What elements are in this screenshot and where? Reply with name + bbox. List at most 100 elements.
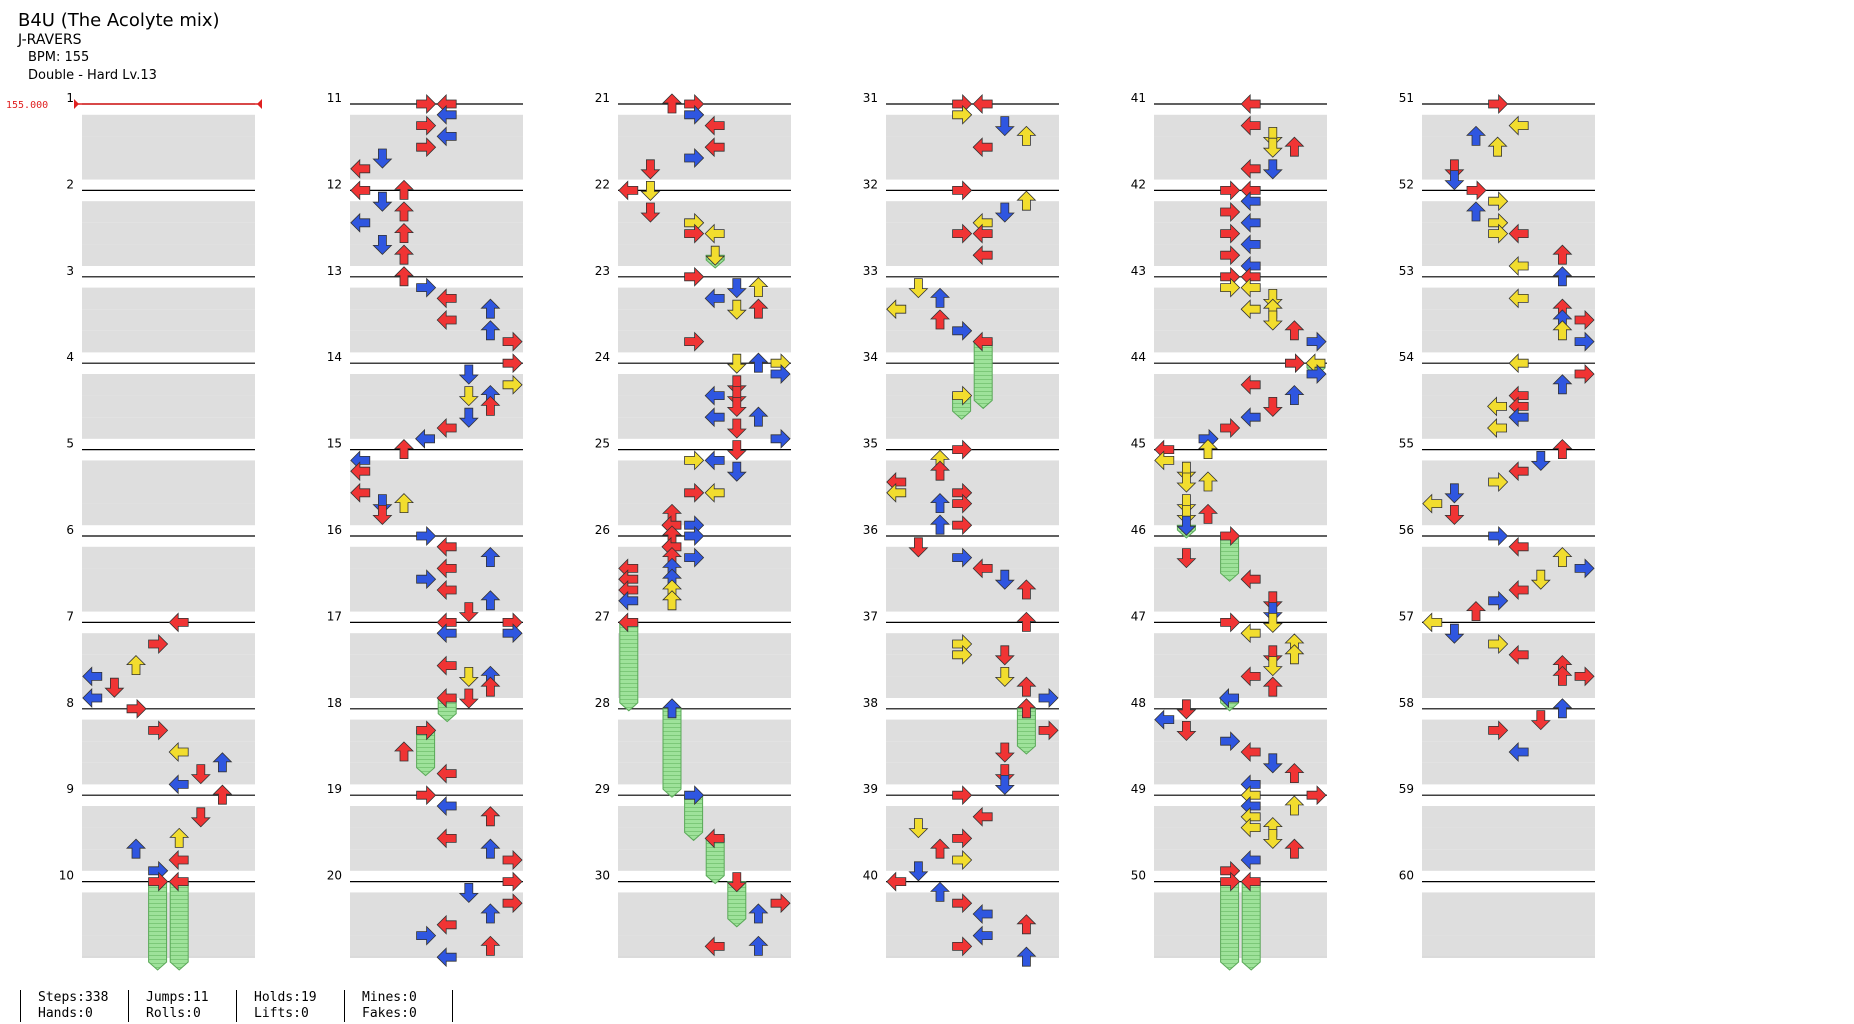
beat-band xyxy=(350,287,523,310)
right-arrow-icon xyxy=(416,569,437,590)
up-arrow-icon xyxy=(1016,611,1037,632)
down-arrow-icon xyxy=(1530,710,1551,731)
down-arrow-icon xyxy=(190,807,211,828)
up-arrow-icon xyxy=(394,223,414,244)
right-arrow-icon xyxy=(148,871,169,892)
left-arrow-icon xyxy=(1154,709,1175,730)
up-arrow-icon xyxy=(1016,698,1037,719)
down-arrow-icon xyxy=(726,872,747,893)
measure-label: 2 xyxy=(66,177,74,191)
down-arrow-icon xyxy=(726,375,747,396)
measure-label: 17 xyxy=(327,609,342,623)
beat-band xyxy=(1422,287,1595,310)
down-arrow-icon xyxy=(458,386,479,407)
beat-band xyxy=(1154,114,1327,137)
beat-band xyxy=(350,568,523,590)
hold-body xyxy=(973,341,993,410)
up-arrow-icon xyxy=(212,752,233,773)
right-arrow-icon xyxy=(126,698,147,719)
beat-band xyxy=(886,827,1059,850)
measure-label: 52 xyxy=(1399,177,1414,191)
left-arrow-icon xyxy=(168,742,189,762)
left-arrow-icon xyxy=(436,763,457,784)
left-arrow-icon xyxy=(1240,266,1261,287)
right-arrow-icon xyxy=(1488,590,1509,611)
right-arrow-icon xyxy=(1220,612,1241,633)
stat-steps: Steps:338 xyxy=(38,990,109,1005)
beat-band xyxy=(886,136,1059,158)
right-arrow-icon xyxy=(684,526,705,546)
up-arrow-icon xyxy=(1552,374,1573,395)
left-arrow-icon xyxy=(1422,493,1443,514)
down-arrow-icon xyxy=(640,180,661,201)
measure-label: 16 xyxy=(327,523,342,537)
right-arrow-icon xyxy=(684,104,705,125)
left-arrow-icon xyxy=(972,245,993,266)
beat-band xyxy=(618,892,791,914)
left-arrow-icon xyxy=(1240,212,1261,233)
down-arrow-icon xyxy=(1262,602,1283,623)
beat-band xyxy=(350,244,523,266)
right-arrow-icon xyxy=(502,893,523,914)
right-arrow-icon xyxy=(1220,266,1241,287)
up-arrow-icon xyxy=(480,590,501,611)
measure-label: 53 xyxy=(1399,264,1414,278)
left-arrow-icon xyxy=(972,558,993,579)
left-arrow-icon xyxy=(618,612,639,633)
beat-band xyxy=(1422,114,1595,137)
right-arrow-icon xyxy=(416,720,437,741)
up-arrow-icon xyxy=(1466,201,1486,222)
left-arrow-icon xyxy=(704,385,725,406)
left-arrow-icon xyxy=(704,407,725,428)
beat-band xyxy=(618,136,791,158)
beat-band xyxy=(82,762,255,785)
down-arrow-icon xyxy=(1176,505,1197,525)
left-arrow-icon xyxy=(1240,785,1261,806)
up-arrow-icon xyxy=(930,309,950,330)
measure-label: 26 xyxy=(595,523,610,537)
measure-label: 35 xyxy=(863,437,878,451)
measure-label: 47 xyxy=(1131,609,1146,623)
down-arrow-icon xyxy=(372,494,393,515)
down-arrow-icon xyxy=(458,667,479,687)
left-arrow-icon xyxy=(168,774,189,795)
right-arrow-icon xyxy=(1220,526,1241,546)
right-arrow-icon xyxy=(952,644,973,665)
down-arrow-icon xyxy=(1262,137,1283,158)
left-arrow-icon xyxy=(704,137,725,158)
stat-holds: Holds:19 xyxy=(254,990,317,1005)
beat-band xyxy=(1154,136,1327,158)
beat-band xyxy=(350,114,523,137)
right-arrow-icon xyxy=(952,547,973,568)
beat-band xyxy=(1154,849,1327,871)
up-arrow-icon xyxy=(480,320,501,341)
left-arrow-icon xyxy=(1508,580,1529,600)
beat-band xyxy=(350,503,523,526)
down-arrow-icon xyxy=(190,764,211,785)
right-arrow-icon xyxy=(684,266,705,287)
down-arrow-icon xyxy=(1262,613,1283,633)
down-arrow-icon xyxy=(908,537,929,558)
down-arrow-icon xyxy=(994,645,1015,666)
measure-label: 39 xyxy=(863,782,878,796)
right-arrow-icon xyxy=(952,439,973,460)
right-arrow-icon xyxy=(1285,353,1305,374)
beat-band xyxy=(350,806,523,828)
beat-band xyxy=(1154,460,1327,482)
left-arrow-icon xyxy=(704,115,725,136)
measure-label: 9 xyxy=(66,782,74,796)
left-arrow-icon xyxy=(350,180,371,201)
right-arrow-icon xyxy=(502,331,523,352)
right-arrow-icon xyxy=(1220,245,1241,266)
beat-band xyxy=(618,849,791,871)
up-arrow-icon xyxy=(930,493,950,514)
beat-band xyxy=(82,309,255,331)
measure-label: 37 xyxy=(863,609,878,623)
left-arrow-icon xyxy=(1240,623,1261,644)
beat-band xyxy=(1154,935,1327,958)
measure-label: 14 xyxy=(327,350,342,364)
down-arrow-icon xyxy=(726,278,747,299)
beat-band xyxy=(350,935,523,958)
left-arrow-icon xyxy=(1487,396,1507,417)
up-arrow-icon xyxy=(394,201,414,222)
